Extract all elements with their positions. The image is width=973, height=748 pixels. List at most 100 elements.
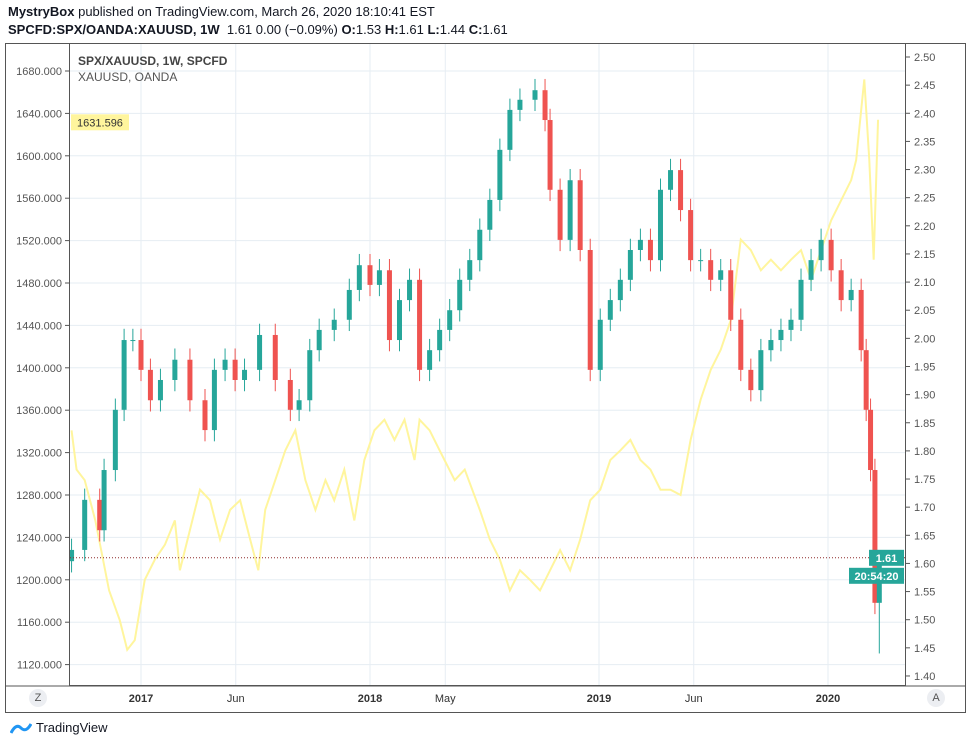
author-name[interactable]: MystryBox [8,4,75,19]
right-axis-label: 2.15 [914,249,935,261]
candle-body [758,350,764,391]
candle-body [376,270,382,285]
candle-body [698,260,704,262]
candle-body [296,400,302,410]
left-axis-label: 1600.000 [16,151,62,163]
open-value: 1.53 [355,22,382,37]
right-axis-label: 2.20 [914,221,935,233]
candle-body [307,350,313,401]
candle-body [367,265,373,285]
publish-info: MystryBox published on TradingView.com, … [8,4,435,19]
quote-change: 1.61 0.00 (−0.09%) [226,22,338,37]
brand-name[interactable]: TradingView [36,720,108,735]
left-axis-label: 1440.000 [16,320,62,332]
right-axis-label: 1.95 [914,361,935,373]
overlay-price-badge [71,114,129,131]
candle-body [202,400,208,431]
left-axis-label: 1240.000 [16,532,62,544]
candle-body [211,369,217,431]
candle-body [778,329,784,341]
time-axis-label: 2018 [358,693,382,705]
right-axis-label: 2.30 [914,165,935,177]
candle-body [121,340,127,410]
candle-body [147,369,153,401]
legend-main-series[interactable]: SPX/XAUUSD, 1W, SPCFD [78,54,228,68]
candle-body [427,350,433,370]
candle-body [507,109,513,150]
time-axis-label: Jun [227,693,245,705]
left-axis-label: 1640.000 [16,108,62,120]
auto-scale-button[interactable]: A [927,689,945,707]
candle-body [617,279,623,301]
candle-body [748,369,754,391]
plot-area[interactable] [69,44,906,686]
candle-body [172,359,178,380]
candle-body [97,499,103,531]
candle-body [157,379,163,401]
candle-body [848,289,854,301]
candle-body [130,340,136,342]
candle-body [82,499,88,550]
right-axis-label: 2.05 [914,305,935,317]
symbol-name: SPCFD:SPX/OANDA:XAUUSD, 1W [8,22,220,37]
candle-body [437,329,443,351]
candle-body [637,239,643,251]
candle-body [232,359,238,380]
left-scale-button[interactable]: Z [29,689,47,707]
candle-body [798,279,804,320]
candle-body [242,369,248,380]
candle-body [447,310,453,330]
countdown-badge [849,567,904,584]
candle-body [868,409,874,471]
candle-body [257,334,263,370]
candle-body [863,350,869,410]
candle-body [708,260,714,280]
time-axis-label: May [435,693,456,705]
left-axis-label: 1520.000 [16,236,62,248]
legend-overlay-series[interactable]: XAUUSD, OANDA [78,70,178,84]
right-axis-label: 2.00 [914,333,935,345]
candle-body [657,189,663,261]
left-axis-label: 1680.000 [16,66,62,78]
right-axis-label: 1.50 [914,615,935,627]
left-axis-label: 1280.000 [16,490,62,502]
right-axis-label: 1.90 [914,390,935,402]
candle-body [396,300,402,341]
right-axis-label: 2.50 [914,52,935,64]
candle-body [272,334,278,380]
candle-body [222,359,228,370]
candle-body [542,90,548,121]
candle-body [738,319,744,370]
candle-body [187,359,193,401]
candle-body [101,470,107,531]
left-axis-label: 1360.000 [16,405,62,417]
chart-frame [5,43,966,713]
candle-body [497,149,503,200]
left-axis-label: 1480.000 [16,278,62,290]
candle-body [607,300,613,320]
last-price-label: 1.61 [876,553,897,565]
chart-legend: SPX/XAUUSD, 1W, SPCFD XAUUSD, OANDA [78,53,227,85]
candle-body [517,99,523,110]
footer-branding: TradingView [10,720,108,735]
right-axis-label: 1.70 [914,502,935,514]
high-label: H: [384,22,399,37]
xauusd-line [70,79,880,652]
left-axis-label: 1400.000 [16,363,62,375]
candle-body [477,229,483,261]
right-axis-label: 1.85 [914,418,935,430]
candle-body [668,170,674,190]
high-value: 1.61 [398,22,424,37]
candle-body [532,90,538,100]
candle-body [386,270,392,341]
right-axis-label: 1.65 [914,530,935,542]
candle-body [788,319,794,330]
candle-body [647,239,653,261]
candle-body [678,170,684,211]
left-axis-label: 1200.000 [16,575,62,587]
time-axis-label: 2017 [129,693,153,705]
candle-body [858,289,864,351]
candle-body [316,329,322,351]
